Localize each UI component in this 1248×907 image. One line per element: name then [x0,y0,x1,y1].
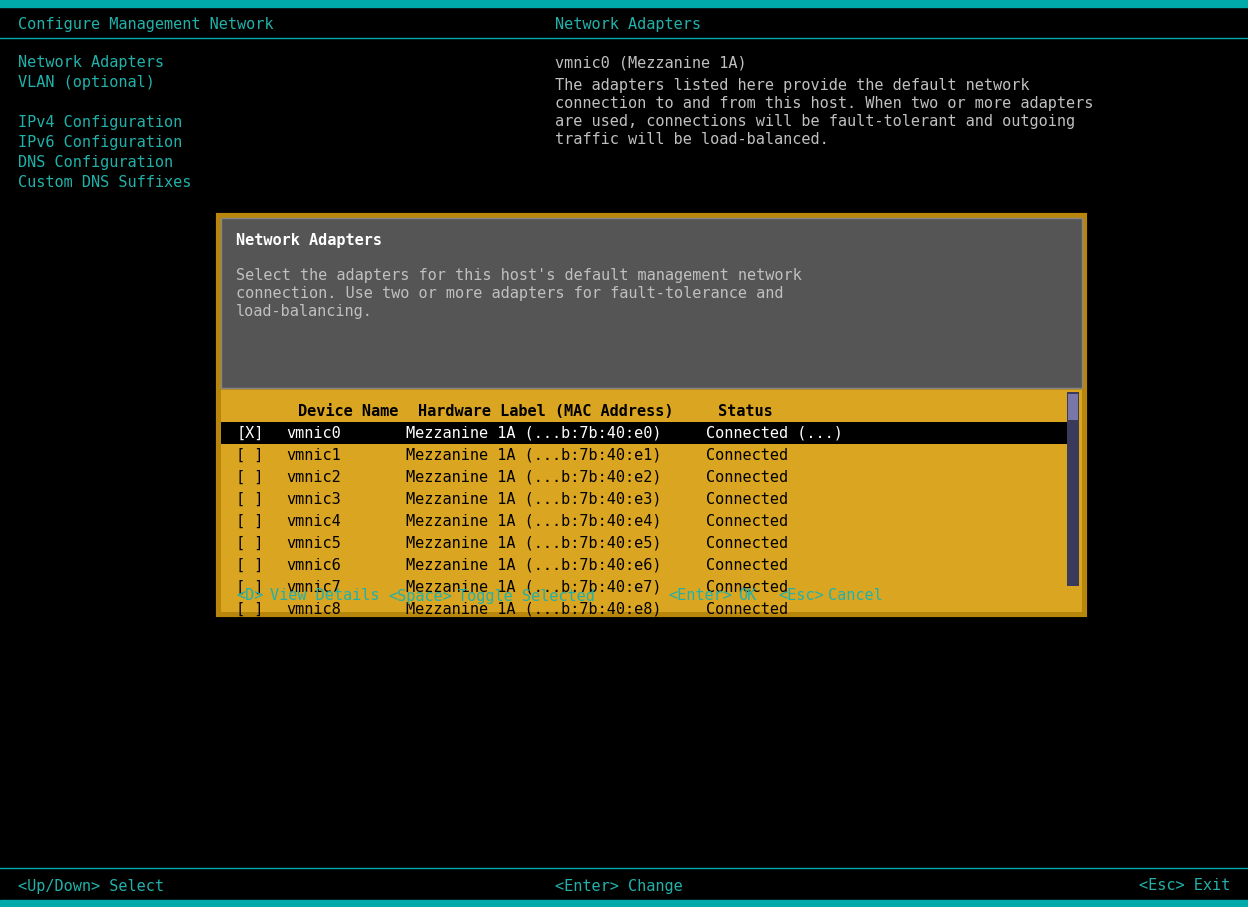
Text: vmnic1: vmnic1 [286,447,341,463]
Text: connection. Use two or more adapters for fault-tolerance and: connection. Use two or more adapters for… [236,286,784,301]
Text: <Esc>: <Esc> [778,589,824,603]
Text: Mezzanine 1A (...b:7b:40:e7): Mezzanine 1A (...b:7b:40:e7) [406,580,661,594]
Text: vmnic6: vmnic6 [286,558,341,572]
Text: Network Adapters: Network Adapters [555,17,701,33]
Text: Toggle Selected: Toggle Selected [458,589,595,603]
Bar [0,0,1248,7]
Bar [221,422,1068,444]
Text: <Enter> Change: <Enter> Change [555,879,683,893]
Text: Connected: Connected [706,447,789,463]
Bar [221,390,1082,612]
Text: Mezzanine 1A (...b:7b:40:e1): Mezzanine 1A (...b:7b:40:e1) [406,447,661,463]
Text: [ ]: [ ] [236,492,263,506]
Text: Connected (...): Connected (...) [706,425,842,441]
Text: are used, connections will be fault-tolerant and outgoing: are used, connections will be fault-tole… [555,114,1075,129]
Text: Mezzanine 1A (...b:7b:40:e0): Mezzanine 1A (...b:7b:40:e0) [406,425,661,441]
Text: Mezzanine 1A (...b:7b:40:e4): Mezzanine 1A (...b:7b:40:e4) [406,513,661,529]
Text: vmnic0: vmnic0 [286,425,341,441]
Text: <Space>: <Space> [388,589,452,603]
Text: Network Adapters: Network Adapters [236,233,382,248]
Text: vmnic4: vmnic4 [286,513,341,529]
Text: [X]: [X] [236,425,263,441]
Text: Status: Status [718,404,773,419]
Bar [1067,392,1080,586]
Text: vmnic8: vmnic8 [286,601,341,617]
Text: [ ]: [ ] [236,535,263,551]
Bar [221,218,1082,388]
Text: [ ]: [ ] [236,580,263,594]
Text: vmnic0 (Mezzanine 1A): vmnic0 (Mezzanine 1A) [555,55,746,70]
Text: [ ]: [ ] [236,513,263,529]
Text: Network Adapters: Network Adapters [17,55,163,70]
Text: [ ]: [ ] [236,447,263,463]
Text: traffic will be load-balanced.: traffic will be load-balanced. [555,132,829,147]
Text: IPv4 Configuration: IPv4 Configuration [17,115,182,130]
Text: VLAN (optional): VLAN (optional) [17,75,155,90]
Text: Connected: Connected [706,601,789,617]
Text: Mezzanine 1A (...b:7b:40:e5): Mezzanine 1A (...b:7b:40:e5) [406,535,661,551]
Text: DNS Configuration: DNS Configuration [17,155,173,170]
Text: Mezzanine 1A (...b:7b:40:e8): Mezzanine 1A (...b:7b:40:e8) [406,601,661,617]
Text: Mezzanine 1A (...b:7b:40:e2): Mezzanine 1A (...b:7b:40:e2) [406,470,661,484]
Bar [218,215,1085,615]
Text: Connected: Connected [706,580,789,594]
Text: OK: OK [738,589,756,603]
Text: Connected: Connected [706,513,789,529]
Text: Select the adapters for this host's default management network: Select the adapters for this host's defa… [236,268,801,283]
Text: vmnic2: vmnic2 [286,470,341,484]
Text: Configure Management Network: Configure Management Network [17,17,273,33]
Text: vmnic5: vmnic5 [286,535,341,551]
Text: vmnic3: vmnic3 [286,492,341,506]
Text: connection to and from this host. When two or more adapters: connection to and from this host. When t… [555,96,1093,111]
Text: Connected: Connected [706,492,789,506]
Text: Cancel: Cancel [827,589,882,603]
Text: Connected: Connected [706,470,789,484]
Text: View Details: View Details [270,589,379,603]
Text: <D>: <D> [236,589,263,603]
Text: [ ]: [ ] [236,601,263,617]
Text: Connected: Connected [706,535,789,551]
Text: <Esc> Exit: <Esc> Exit [1138,879,1231,893]
Text: Mezzanine 1A (...b:7b:40:e6): Mezzanine 1A (...b:7b:40:e6) [406,558,661,572]
Text: Mezzanine 1A (...b:7b:40:e3): Mezzanine 1A (...b:7b:40:e3) [406,492,661,506]
Text: Custom DNS Suffixes: Custom DNS Suffixes [17,175,191,190]
Text: The adapters listed here provide the default network: The adapters listed here provide the def… [555,78,1030,93]
Text: <Up/Down> Select: <Up/Down> Select [17,879,163,893]
Text: [ ]: [ ] [236,470,263,484]
Text: [ ]: [ ] [236,558,263,572]
Text: load-balancing.: load-balancing. [236,304,373,319]
Text: vmnic7: vmnic7 [286,580,341,594]
Text: Device Name: Device Name [298,404,398,419]
Bar [1068,394,1078,420]
Text: IPv6 Configuration: IPv6 Configuration [17,135,182,150]
Text: Connected: Connected [706,558,789,572]
Bar [0,900,1248,907]
Text: Hardware Label (MAC Address): Hardware Label (MAC Address) [418,404,674,419]
Bar [221,218,1082,388]
Text: <Enter>: <Enter> [668,589,731,603]
